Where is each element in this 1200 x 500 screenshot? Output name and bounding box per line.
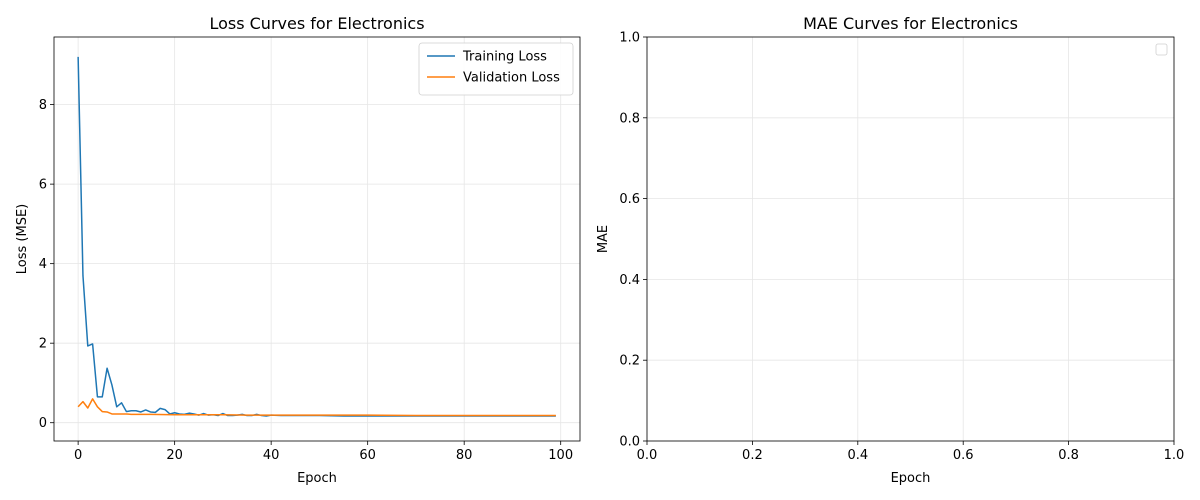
loss-x-tick-label: 40: [263, 448, 280, 463]
loss-y-axis-label: Loss (MSE): [15, 204, 30, 274]
mae-axes-frame: [647, 37, 1174, 441]
mae-x-tick-label: 0.8: [1058, 448, 1079, 463]
loss-legend-label: Validation Loss: [463, 71, 560, 86]
mae-x-tick-label: 0.4: [847, 448, 868, 463]
loss-y-tick-label: 8: [39, 98, 47, 113]
loss-series-validation-loss: [78, 399, 556, 416]
mae-y-tick-label: 0.6: [619, 192, 640, 207]
mae-y-tick-label: 0.8: [619, 111, 640, 126]
mae-y-tick-label: 0.2: [619, 354, 640, 369]
loss-x-axis-label: Epoch: [297, 471, 337, 486]
mae-x-axis-label: Epoch: [891, 471, 931, 486]
loss-legend: Training Loss Validation Loss: [419, 43, 573, 95]
loss-y-tick-label: 2: [39, 337, 47, 352]
mae-x-tick-label: 1.0: [1164, 448, 1185, 463]
mae-chart-title: MAE Curves for Electronics: [803, 14, 1018, 33]
loss-y-tick-label: 4: [39, 257, 47, 272]
loss-legend-label: Training Loss: [462, 50, 547, 65]
loss-x-tick-label: 60: [359, 448, 376, 463]
loss-y-tick-label: 6: [39, 178, 47, 193]
mae-legend: [1156, 44, 1167, 55]
mae-chart: 0.0 0.2 0.4 0.6 0.8 1.0 0.0 0.2 0.4 0.6 0.8 1.0 MAE …: [596, 14, 1184, 486]
mae-x-tick-label: 0.0: [637, 448, 658, 463]
mae-y-tick-label: 0.4: [619, 273, 640, 288]
loss-x-tick-label: 80: [456, 448, 473, 463]
loss-series-training-loss: [78, 57, 556, 416]
mae-y-tick-label: 0.0: [619, 435, 640, 450]
mae-x-tick-label: 0.2: [742, 448, 763, 463]
loss-y-tick-label: 0: [39, 416, 47, 431]
mae-y-axis-label: MAE: [596, 225, 611, 253]
loss-chart-title: Loss Curves for Electronics: [209, 14, 424, 33]
loss-x-tick-label: 20: [166, 448, 183, 463]
mae-x-tick-label: 0.6: [953, 448, 974, 463]
mae-legend-box: [1156, 44, 1167, 55]
mae-y-tick-label: 1.0: [619, 31, 640, 46]
loss-chart: 0 20 40 60 80 100 0 2 4 6 8 Loss Curves for Electro…: [15, 14, 580, 486]
loss-x-tick-label: 100: [548, 448, 573, 463]
loss-x-tick-label: 0: [74, 448, 82, 463]
loss-axes-frame: [54, 37, 580, 441]
